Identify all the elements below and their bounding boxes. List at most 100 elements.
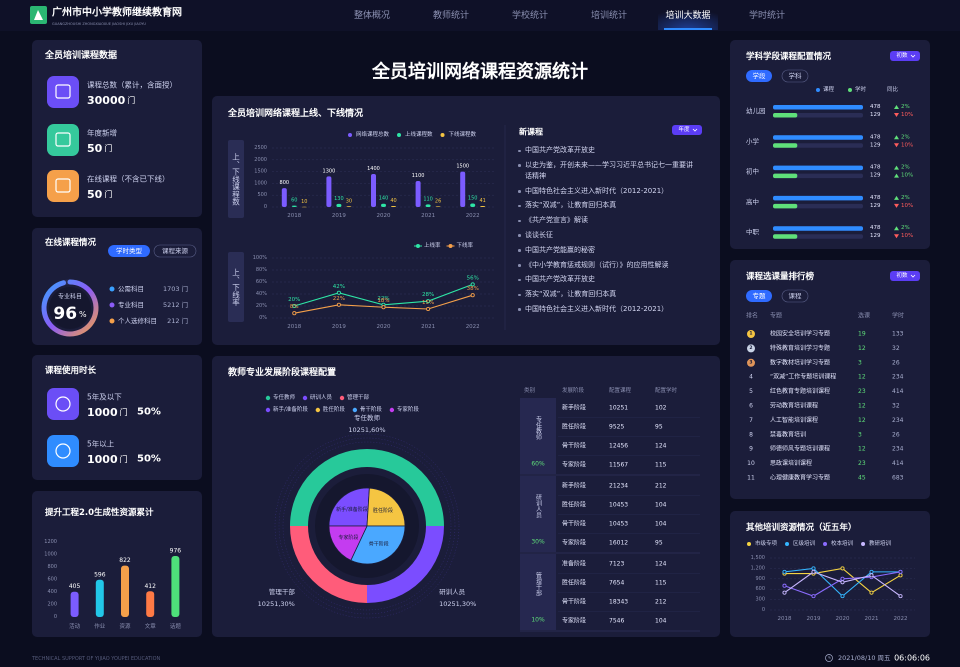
nav-item[interactable]: 培训大数据: [665, 9, 710, 21]
table-category: 研训人员: [535, 494, 542, 519]
text-part: 门: [104, 143, 112, 153]
tab[interactable]: [746, 70, 772, 82]
point: [470, 282, 475, 287]
nav-item[interactable]: 培训统计: [591, 9, 627, 21]
deco-ring: [278, 437, 456, 615]
filter-dropdown[interactable]: [890, 51, 920, 61]
hours: 414: [892, 460, 904, 467]
bar: [773, 195, 863, 201]
panel-title: 新课程: [519, 127, 543, 137]
clock-hands: [828, 656, 831, 659]
legend-dot: [265, 395, 271, 401]
text-part: 1000: [87, 453, 118, 466]
tab[interactable]: [108, 245, 150, 257]
table-cell: 16012: [609, 540, 628, 547]
value-label: 150: [468, 195, 478, 201]
y-tick-label: 0: [264, 204, 267, 210]
legend-label: 课程: [823, 85, 835, 93]
x-tick-label: 2018: [778, 616, 792, 622]
bar-value: 129: [870, 233, 881, 239]
text-part: 门: [182, 316, 189, 325]
panel-title: 课程使用时长: [45, 365, 97, 376]
gauge-label: 专业科目: [58, 293, 82, 301]
news-item[interactable]: 中国特色社会主义进入新时代（2012-2021）: [517, 304, 699, 315]
table-cell: 124: [655, 443, 667, 450]
table-cell: 准备阶段: [562, 560, 586, 568]
bar: [301, 206, 307, 208]
slice-label: 10251,30%: [258, 600, 295, 608]
value-label: 1100: [412, 173, 425, 179]
point: [470, 293, 475, 298]
table-cell: 18343: [609, 599, 628, 606]
gauge-core: [49, 287, 91, 329]
donut-segment: [290, 449, 444, 527]
tab[interactable]: [746, 290, 772, 302]
deco-ring: [274, 433, 460, 619]
value-label: 140: [379, 196, 389, 202]
news-item[interactable]: 中国特色社会主义进入新时代（2012-2021）: [517, 186, 699, 197]
text-part: 门: [120, 407, 128, 417]
legend-name: 公需科目: [118, 284, 144, 293]
icon-glyph: [55, 132, 71, 147]
y-tick-label: 80%: [256, 267, 267, 273]
filter-label: 年度: [678, 125, 690, 133]
news-item[interactable]: 落实“双减”，让教育回归本真: [517, 289, 699, 300]
text-part: 门: [120, 454, 128, 464]
point: [898, 573, 903, 578]
news-item[interactable]: 《中小学教育惩戒规则（试行）》的应用性解读: [517, 260, 699, 271]
icon-glyph: [55, 84, 71, 99]
table-cell: 9525: [609, 424, 624, 431]
row-label: 小学: [746, 136, 760, 145]
y-tick-label: 0%: [259, 315, 267, 321]
news-item[interactable]: 《共产党宣言》解读: [517, 215, 699, 226]
filter-dropdown[interactable]: [890, 271, 920, 281]
news-item[interactable]: 以史为鉴，开创未来——学习习近平总书记七一重要讲话精神: [517, 160, 699, 182]
hours: 234: [892, 446, 904, 453]
trend-arrow: [894, 195, 899, 200]
bar: [773, 226, 863, 231]
y-tick-label: 1000: [254, 180, 267, 186]
text-part: 96: [53, 304, 77, 324]
nav-item[interactable]: 学时统计: [749, 9, 785, 21]
news-items: 中国共产党改革开放史 以史为鉴，开创未来——学习习近平总书记七一重要讲话精神 中国特…: [517, 145, 699, 315]
nav-item[interactable]: 学校统计: [512, 9, 548, 21]
news-item[interactable]: 中国共产党改革开放史: [517, 145, 699, 156]
news-item[interactable]: 落实“双减”，让教育回归本真: [517, 200, 699, 211]
legend-label: 学时: [855, 85, 867, 93]
news-item[interactable]: 谈谈长征: [517, 230, 699, 241]
stat-label: 年度新增: [87, 128, 117, 138]
value-label: 1400: [367, 166, 380, 172]
slice-name: 专任教师: [354, 413, 381, 422]
legend-dot: [109, 318, 115, 324]
news-item[interactable]: 中国共产党改革开放史: [517, 274, 699, 285]
tab[interactable]: [781, 289, 809, 303]
panel-title: 学科学段课程配置情况: [746, 51, 832, 62]
panel-title: 其他培训资源情况（近五年）: [746, 522, 857, 533]
nav-item[interactable]: 教师统计: [433, 9, 469, 21]
tab[interactable]: [781, 69, 809, 83]
table-cell: 新手阶段: [562, 482, 586, 490]
trend-arrow: [894, 203, 899, 208]
topic: 红色教育专题培训课程: [770, 387, 830, 395]
tab[interactable]: [153, 244, 197, 258]
bar: [773, 234, 798, 239]
table-share: 30%: [531, 539, 545, 546]
filter-dropdown[interactable]: [672, 125, 702, 135]
news-item[interactable]: 中国共产党能赢的秘密: [517, 245, 699, 256]
bar: [326, 176, 332, 207]
y-tick-label: 20%: [256, 303, 267, 309]
value-label: 976: [170, 548, 182, 555]
point: [292, 303, 297, 309]
bar: [121, 565, 129, 617]
row-label: 中职: [746, 227, 760, 236]
legend-label: 专家阶段: [397, 405, 420, 413]
bar-value: 129: [870, 173, 881, 179]
table-cell: 专家阶段: [562, 539, 586, 547]
value-label: 822: [119, 557, 131, 564]
point: [292, 311, 297, 316]
stat-label: 在线课程（不含已下线）: [87, 174, 170, 184]
trend-value: 2%: [901, 165, 910, 171]
legend-label: 胜任阶段: [323, 405, 346, 413]
nav-item[interactable]: 整体概况: [354, 9, 390, 21]
